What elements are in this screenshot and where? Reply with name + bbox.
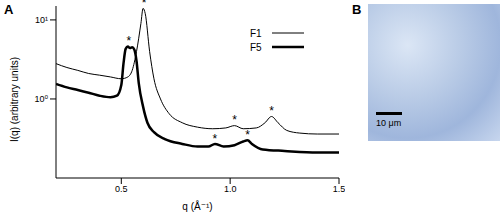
- svg-text:10¹: 10¹: [35, 15, 48, 25]
- html-text:10 μm: 10 μm: [376, 118, 402, 128]
- svg-text:*: *: [232, 113, 237, 127]
- svg-text:q (Å⁻¹): q (Å⁻¹): [182, 200, 212, 212]
- html-text:F5: F5: [250, 41, 262, 53]
- html-text:A: A: [4, 2, 14, 17]
- svg-text:10⁰: 10⁰: [34, 94, 48, 104]
- svg-text:*: *: [142, 0, 147, 10]
- svg-text:0.5: 0.5: [115, 184, 128, 194]
- svg-text:*: *: [269, 104, 274, 118]
- svg-text:1.5: 1.5: [333, 184, 345, 194]
- html-text:B: B: [352, 2, 362, 17]
- html-text:F1: F1: [250, 27, 262, 39]
- svg-text:*: *: [213, 132, 218, 146]
- svg-text:*: *: [127, 34, 132, 48]
- svg-text:I(q) (arbitrary units): I(q) (arbitrary units): [9, 57, 20, 142]
- svg-text:*: *: [245, 128, 250, 142]
- svg-text:1.0: 1.0: [224, 184, 237, 194]
